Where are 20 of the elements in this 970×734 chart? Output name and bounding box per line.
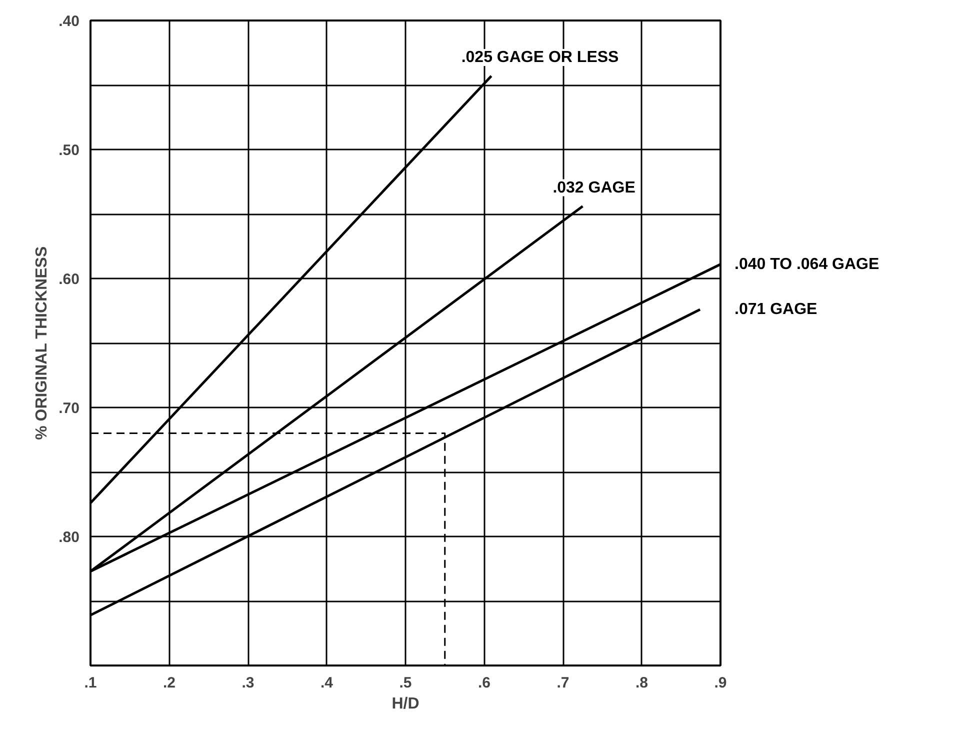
y-tick-label: .50 <box>58 142 80 159</box>
x-tick-label: .8 <box>635 674 648 692</box>
x-tick-label: .4 <box>320 674 334 692</box>
text: .071 GAGE <box>734 300 818 318</box>
y-tick-label: .60 <box>58 271 80 288</box>
x-tick-label: .5 <box>399 674 412 692</box>
y-axis-title: % ORIGINAL THICKNESS <box>34 246 51 440</box>
x-tick-label: .2 <box>162 674 176 692</box>
x-tick-label: .6 <box>478 674 491 692</box>
series-label: .025 GAGE OR LESS <box>461 48 620 66</box>
y-tick-label: .70 <box>58 400 80 417</box>
x-tick-label: .1 <box>84 674 97 692</box>
y-tick-label: .40 <box>58 13 80 30</box>
x-axis-title: H/D <box>392 696 420 712</box>
x-tick-label: .9 <box>714 674 727 692</box>
y-tick-label: .80 <box>58 529 80 546</box>
series-label: .032 GAGE <box>552 179 636 196</box>
x-tick-label: .7 <box>556 674 570 692</box>
series-label: .040 TO .064 GAGE <box>734 256 880 273</box>
x-tick-label: .3 <box>242 674 254 692</box>
